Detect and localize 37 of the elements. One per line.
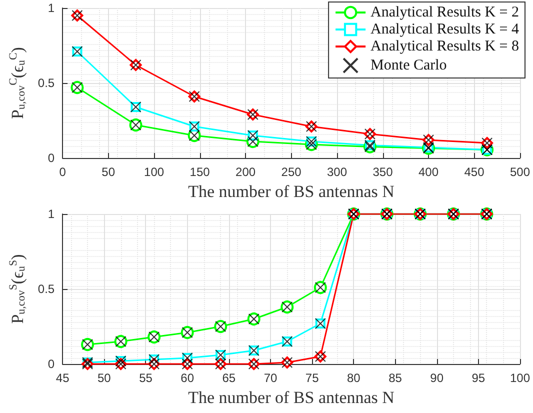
- x-tick-label: 350: [372, 165, 394, 179]
- y-tick-label: 0: [48, 357, 55, 371]
- y-tick-label: 1: [48, 1, 55, 15]
- x-tick-label: 400: [418, 165, 439, 179]
- x-tick-label: 65: [222, 371, 236, 385]
- x-tick-label: 90: [430, 371, 444, 385]
- x-tick-label: 70: [264, 371, 278, 385]
- x-tick-label: 45: [56, 371, 70, 385]
- y-tick-label: 0.5: [38, 76, 55, 90]
- x-tick-label: 450: [464, 165, 485, 179]
- legend-label: Analytical Results K = 2: [370, 4, 520, 20]
- x-tick-label: 50: [97, 371, 112, 385]
- x-tick-label: 0: [59, 165, 66, 179]
- x-tick-label: 80: [346, 371, 361, 385]
- x-tick-label: 250: [281, 165, 302, 179]
- x-tick-label: 60: [180, 371, 194, 385]
- legend-label: Analytical Results K = 8: [370, 38, 520, 54]
- x-tick-label: 500: [510, 165, 530, 179]
- x-tick-label: 55: [139, 371, 153, 385]
- y-axis-title: Pu,covS(ϵuS): [8, 254, 28, 324]
- y-axis-title: Pu,covC(ϵuC): [8, 47, 28, 119]
- x-axis-title: The number of BS antennas N: [188, 388, 394, 407]
- y-tick-label: 1: [48, 207, 55, 221]
- x-axis-title: The number of BS antennas N: [188, 182, 394, 201]
- x-tick-label: 85: [388, 371, 402, 385]
- x-tick-label: 200: [236, 165, 256, 179]
- x-tick-label: 100: [510, 371, 530, 385]
- y-tick-label: 0: [48, 151, 55, 165]
- x-tick-label: 95: [472, 371, 486, 385]
- x-tick-label: 50: [102, 165, 116, 179]
- y-tick-label: 0.5: [38, 282, 55, 296]
- legend-label: Analytical Results K = 4: [370, 22, 520, 38]
- x-tick-label: 100: [144, 165, 164, 179]
- x-tick-label: 150: [190, 165, 210, 179]
- x-tick-label: 75: [305, 371, 320, 385]
- legend-label: Monte Carlo: [370, 58, 447, 74]
- x-tick-label: 300: [327, 165, 348, 179]
